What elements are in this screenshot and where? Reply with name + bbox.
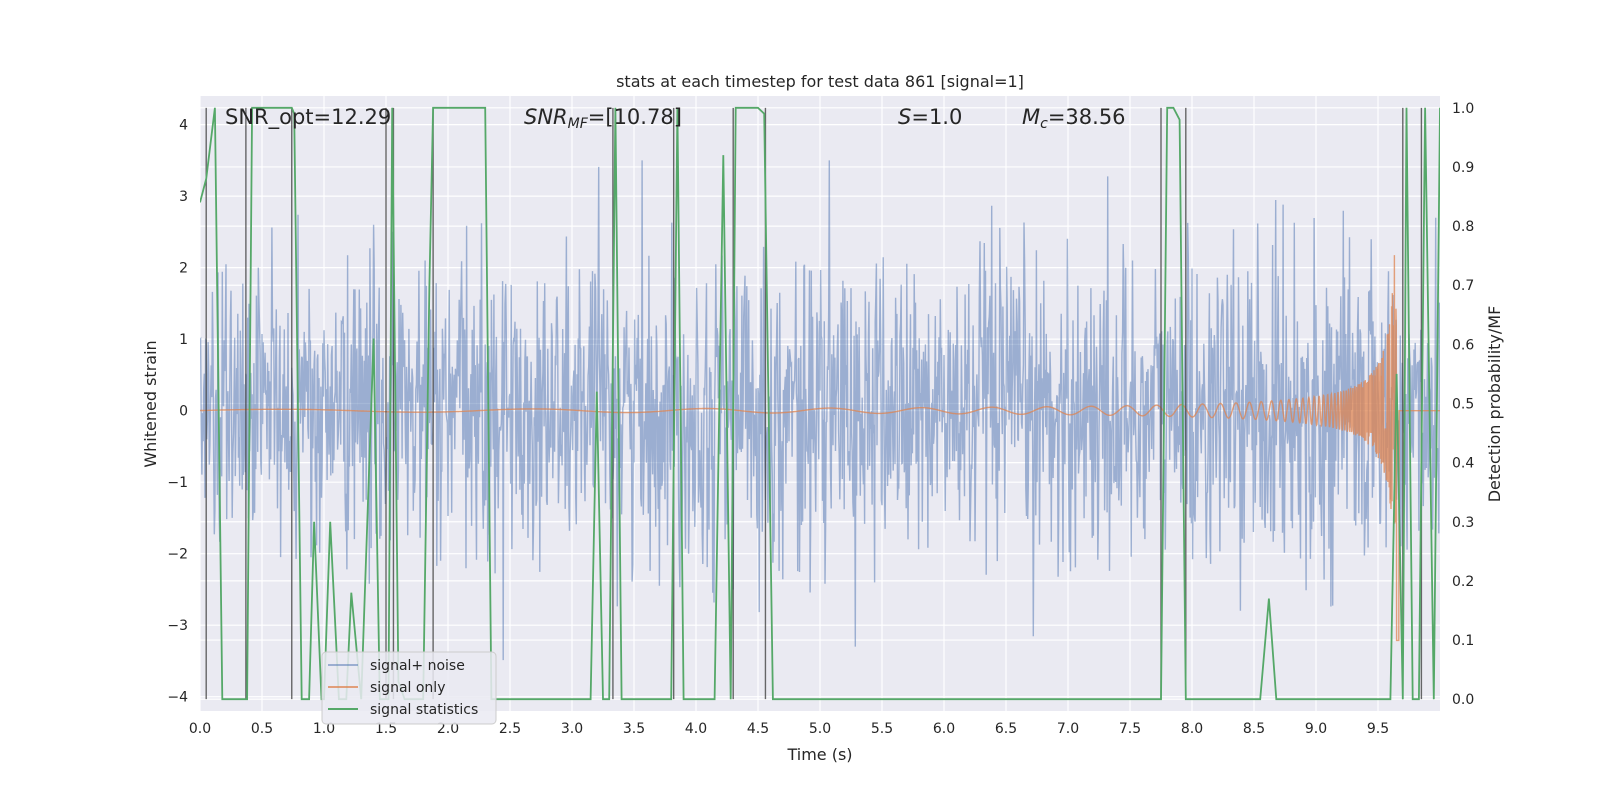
annotation-s-value: =1.0 (911, 105, 962, 129)
legend-box (321, 651, 497, 725)
annotation-mc-sub: c (1040, 116, 1048, 132)
y-tick-4: 0 (179, 404, 188, 420)
series-signal-only-line (200, 255, 1440, 642)
annotation-snr-mf-symbol: SNR (524, 105, 568, 129)
annotation-mc: Mc=38.56 (1022, 105, 1126, 132)
y-tick-7: −3 (167, 618, 188, 634)
y2-tick-0: 1.0 (1452, 101, 1474, 117)
x-tick-2: 1.0 (313, 721, 335, 737)
annotation-snr-mf-value: =[10.78] (588, 105, 682, 129)
x-tick-9: 4.5 (747, 721, 769, 737)
y2-tick-7: 0.3 (1452, 515, 1474, 531)
y-tick-1: 3 (179, 189, 188, 205)
y2-tick-8: 0.2 (1452, 574, 1474, 590)
x-tick-11: 5.5 (871, 721, 893, 737)
y-tick-3: 1 (179, 332, 188, 348)
x-tick-3: 1.5 (375, 721, 397, 737)
y2-tick-5: 0.5 (1452, 397, 1474, 413)
annotation-snr-mf: SNRMF=[10.78] (524, 105, 682, 132)
y2-tick-2: 0.8 (1452, 219, 1474, 235)
y-tick-labels: 4 3 2 1 0 −1 −2 −3 −4 (167, 118, 188, 706)
y2-tick-3: 0.7 (1452, 278, 1474, 294)
x-tick-14: 7.0 (1057, 721, 1079, 737)
x-tick-15: 7.5 (1119, 721, 1141, 737)
annotation-mc-symbol: M (1022, 105, 1040, 129)
legend-label-signal-only: signal only (370, 680, 445, 696)
x-tick-18: 9.0 (1305, 721, 1327, 737)
y-tick-6: −2 (167, 547, 188, 563)
annotation-snr-mf-sub: MF (568, 116, 589, 132)
annotation-mc-value: =38.56 (1048, 105, 1126, 129)
detection-vertical-lines (205, 107, 1423, 700)
legend-label-signal-statistics: signal statistics (370, 702, 478, 718)
y2-tick-6: 0.4 (1452, 456, 1474, 472)
x-axis-title: Time (s) (786, 745, 852, 764)
x-tick-10: 5.0 (809, 721, 831, 737)
y-tick-2: 2 (179, 261, 188, 277)
chart-title: stats at each timestep for test data 861… (616, 72, 1024, 91)
x-tick-6: 3.0 (561, 721, 583, 737)
annotation-snr-opt: SNR_opt=12.29 (225, 105, 391, 130)
y2-tick-labels: 1.0 0.9 0.8 0.7 0.6 0.5 0.4 0.3 0.2 0.1 0.0 (1452, 101, 1474, 708)
x-tick-17: 8.5 (1243, 721, 1265, 737)
x-tick-4: 2.0 (437, 721, 459, 737)
x-tick-0: 0.0 (189, 721, 211, 737)
series-signal-noise-line (200, 160, 1440, 661)
annotation-s-symbol: S (898, 105, 911, 129)
x-tick-5: 2.5 (499, 721, 521, 737)
legend: signal+ noise signal only signal statist… (321, 651, 497, 725)
x-tick-19: 9.5 (1367, 721, 1389, 737)
legend-label-signal-noise: signal+ noise (370, 658, 465, 674)
y2-axis-title: Detection probability/MF (1485, 306, 1504, 503)
y-tick-0: 4 (179, 118, 188, 134)
y2-tick-4: 0.6 (1452, 337, 1474, 353)
y2-tick-9: 0.1 (1452, 633, 1474, 649)
y2-tick-10: 0.0 (1452, 692, 1474, 708)
x-tick-8: 4.0 (685, 721, 707, 737)
x-tick-16: 8.0 (1181, 721, 1203, 737)
x-tick-1: 0.5 (251, 721, 273, 737)
y2-tick-1: 0.9 (1452, 160, 1474, 176)
x-tick-labels: 0.0 0.5 1.0 1.5 2.0 2.5 3.0 3.5 4.0 4.5 5.0 5.5 6.0 6… (189, 721, 1389, 737)
y-tick-8: −4 (167, 690, 188, 706)
y-axis-title: Whitened strain (141, 340, 160, 467)
x-tick-13: 6.5 (995, 721, 1017, 737)
x-tick-12: 6.0 (933, 721, 955, 737)
annotation-s: S=1.0 (898, 105, 962, 129)
x-tick-7: 3.5 (623, 721, 645, 737)
y-tick-5: −1 (167, 475, 188, 491)
